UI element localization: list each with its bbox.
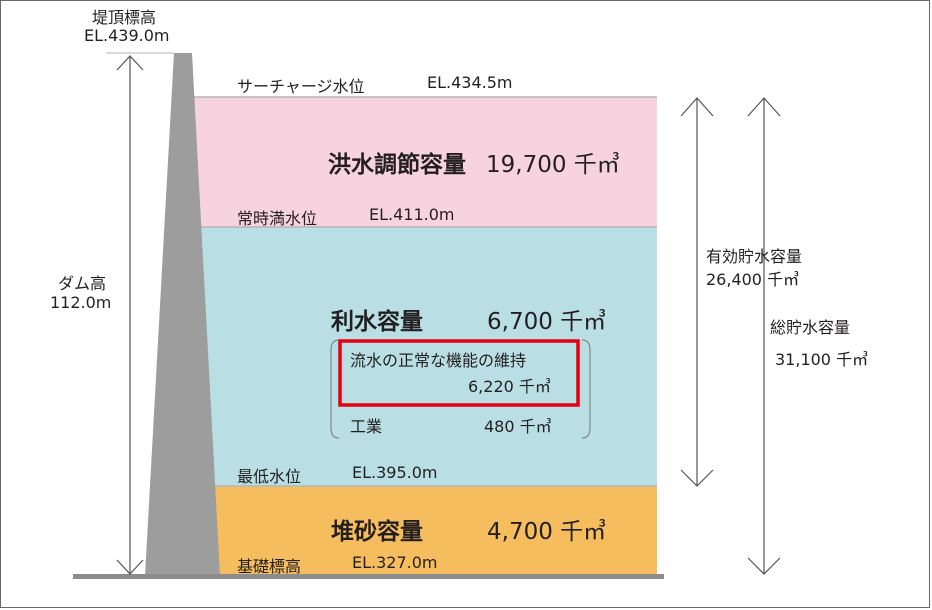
foundation-label: 基礎標高: [237, 557, 302, 576]
flood-control-label: 洪水調節容量: [328, 152, 466, 178]
breakdown-bracket-right: [581, 339, 591, 439]
dam-height-arrow: [116, 55, 144, 575]
effective-storage-arrow: [680, 97, 714, 487]
water-use-value: 6,700 千㎥: [487, 309, 607, 335]
total-storage-label: 総貯水容量: [770, 318, 851, 337]
total-storage-arrow: [747, 97, 781, 575]
normal-full-level-label: 常時満水位: [237, 209, 318, 228]
sediment-value: 4,700 千㎥: [487, 519, 607, 545]
normal-full-level-elevation: EL.411.0m: [369, 205, 455, 224]
dam-body: [145, 53, 220, 576]
dam-height-label: ダム高: [58, 274, 107, 293]
sediment-label: 堆砂容量: [331, 519, 423, 545]
industry-label: 工業: [350, 417, 383, 436]
ground-line: [73, 574, 664, 579]
industry-value: 480 千㎥: [484, 417, 552, 436]
flood-control-zone: [193, 97, 657, 227]
effective-storage-value: 26,400 千㎥: [706, 270, 800, 289]
water-use-label: 利水容量: [331, 309, 423, 335]
dam-height-value: 112.0m: [50, 293, 112, 312]
surcharge-level-label: サーチャージ水位: [237, 77, 365, 96]
maintenance-value: 6,220 千㎥: [468, 377, 551, 396]
crest-elevation: EL.439.0m: [84, 26, 170, 45]
minimum-level-label: 最低水位: [237, 467, 302, 486]
sediment-zone: [193, 486, 657, 576]
total-storage-value: 31,100 千㎥: [775, 350, 869, 369]
minimum-level-elevation: EL.395.0m: [352, 463, 438, 482]
effective-storage-label: 有効貯水容量: [706, 247, 803, 266]
breakdown-bracket-left: [330, 339, 340, 439]
crest-label: 堤頂標高: [92, 8, 157, 27]
maintenance-label: 流水の正常な機能の維持: [350, 351, 527, 370]
flood-control-value: 19,700 千㎥: [486, 152, 620, 178]
surcharge-level-elevation: EL.434.5m: [427, 73, 513, 92]
foundation-elevation: EL.327.0m: [352, 553, 438, 572]
highlight-box: [338, 339, 580, 407]
